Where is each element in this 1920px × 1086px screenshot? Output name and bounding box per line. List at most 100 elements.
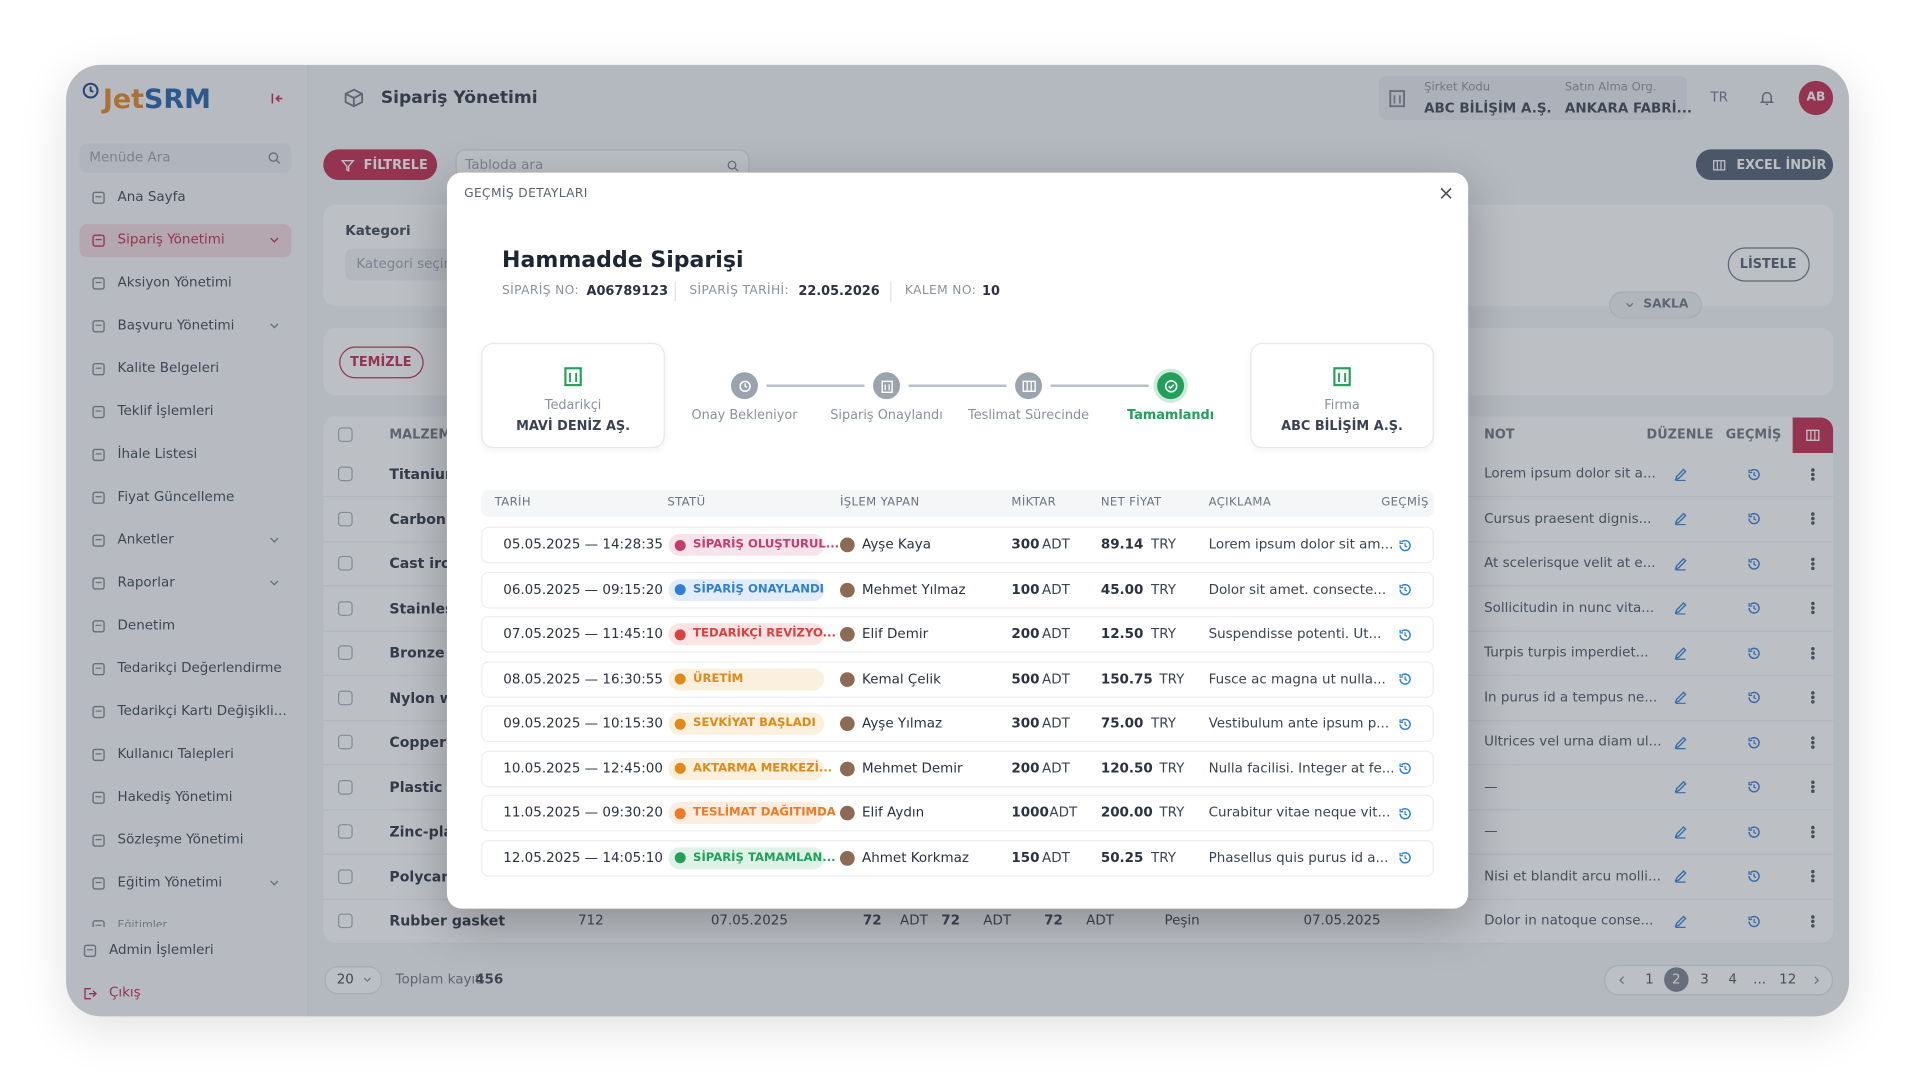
note-cell: Cursus praesent dignis... <box>1484 510 1652 526</box>
status-pill <box>668 802 825 825</box>
modal-heading: Hammadde Siparişi <box>502 247 744 274</box>
search-icon <box>268 152 281 164</box>
history-price: 75.00 <box>1100 715 1144 732</box>
avatar-initials[interactable]: AB <box>1806 90 1826 105</box>
edit-button <box>1673 914 1686 928</box>
history-qty: 100 <box>1011 581 1040 597</box>
step-circle <box>873 372 901 400</box>
row-checkbox[interactable] <box>337 645 353 661</box>
history-date: 10.05.2025 — 12:45:00 <box>503 759 663 776</box>
row-checkbox[interactable] <box>337 868 353 884</box>
history-col-header: TARİH <box>494 495 531 510</box>
row-checkbox[interactable] <box>337 824 353 839</box>
admin-icon <box>83 944 96 957</box>
history-user: Ayşe Yılmaz <box>862 715 943 732</box>
menu-item[interactable]: Eğitim Yönetimi <box>117 874 223 891</box>
history-date: 12.05.2025 — 14:05:10 <box>503 849 663 866</box>
menu-item[interactable]: Kullanıcı Talepleri <box>117 745 234 762</box>
page-button[interactable]: 2 <box>1672 971 1681 987</box>
note-cell: — <box>1484 822 1498 839</box>
row-checkbox[interactable] <box>337 466 353 482</box>
list-button[interactable] <box>1727 247 1810 282</box>
page-button[interactable]: 12 <box>1779 971 1797 987</box>
menu-icon <box>91 748 105 761</box>
page-button[interactable]: 4 <box>1728 971 1737 987</box>
menu-item[interactable]: Eğitimler <box>117 919 168 927</box>
history-row <box>481 615 1434 653</box>
column-toggle[interactable] <box>1792 417 1834 454</box>
edit-button <box>1673 601 1686 615</box>
company-label: Firma <box>1324 397 1360 413</box>
row-cell: Peşin <box>1164 912 1200 929</box>
history-date: 09.05.2025 — 10:15:30 <box>503 715 663 732</box>
page-button[interactable]: ... <box>1753 971 1767 987</box>
menu-icon <box>91 405 105 418</box>
hide-button[interactable] <box>1608 291 1703 319</box>
language[interactable]: TR <box>1710 89 1728 106</box>
history-unit: ADT <box>1042 625 1070 642</box>
history-detail-button <box>1398 539 1411 551</box>
menu-icon <box>91 319 105 332</box>
page-size-select[interactable] <box>324 966 383 995</box>
menu-item[interactable]: Hakediş Yönetimi <box>117 788 233 805</box>
menu-item[interactable]: Fiyat Güncelleme <box>117 488 235 505</box>
admin-menu[interactable]: Admin İşlemleri <box>108 941 214 958</box>
clear-button[interactable] <box>339 346 424 379</box>
menu-item[interactable]: Anketler <box>117 531 174 548</box>
filter-button[interactable] <box>323 149 438 181</box>
menu-item[interactable]: Teklif İşlemleri <box>117 402 214 419</box>
row-cell: 72 <box>862 912 882 929</box>
logout-menu[interactable]: Çıkış <box>108 984 141 1001</box>
menu-item[interactable]: Aksiyon Yönetimi <box>117 274 232 291</box>
row-checkbox[interactable] <box>337 511 353 526</box>
status-dot <box>674 673 686 685</box>
history-user: Elif Aydın <box>862 804 925 821</box>
table-search-icon <box>726 160 738 171</box>
note-cell: Turpis turpis imperdiet... <box>1484 644 1649 661</box>
row-checkbox[interactable] <box>337 690 353 705</box>
logo-jet: Jet <box>102 84 145 116</box>
edit-button <box>1673 512 1686 526</box>
excel-button[interactable] <box>1695 149 1834 181</box>
header-checkbox[interactable] <box>337 427 353 443</box>
status-pill <box>668 578 825 601</box>
menu-item[interactable]: Ana Sayfa <box>117 188 186 205</box>
modal-close[interactable]: × <box>1437 181 1455 205</box>
company-icon <box>1333 367 1351 387</box>
row-checkbox[interactable] <box>337 779 353 795</box>
page-button[interactable]: 3 <box>1700 971 1709 987</box>
menu-item[interactable]: Tedarikçi Kartı Değişikli... <box>117 702 287 719</box>
history-note: Fusce ac magna ut nulla... <box>1208 670 1386 687</box>
row-checkbox[interactable] <box>337 913 353 929</box>
row-checkbox[interactable] <box>337 600 353 616</box>
menu-icon <box>91 833 105 847</box>
menu-item[interactable]: İhale Listesi <box>117 445 198 462</box>
menu-item[interactable]: Denetim <box>117 617 176 634</box>
meta-value: 10 <box>982 284 1000 299</box>
row-checkbox[interactable] <box>337 734 353 750</box>
menu-icon <box>91 576 105 590</box>
supplier-icon <box>564 367 582 387</box>
menu-item[interactable]: Sözleşme Yönetimi <box>117 831 244 848</box>
history-button <box>1747 512 1760 525</box>
history-date: 05.05.2025 — 14:28:35 <box>503 536 663 553</box>
user-avatar <box>840 537 855 553</box>
status-text: AKTARMA MERKEZİ... <box>693 761 833 775</box>
history-detail-button <box>1398 762 1411 775</box>
logo-srm: SRM <box>144 84 211 116</box>
history-unit: ADT <box>1049 804 1078 821</box>
row-checkbox[interactable] <box>337 555 353 571</box>
menu-item[interactable]: Raporlar <box>117 574 175 591</box>
history-user: Kemal Çelik <box>862 670 941 687</box>
history-price: 120.50 <box>1100 759 1153 776</box>
menu-item[interactable]: Başvuru Yönetimi <box>117 317 235 334</box>
menu-item[interactable]: Sipariş Yönetimi <box>117 231 225 248</box>
excel-label: EXCEL İNDİR <box>1736 157 1827 173</box>
status-text: SİPARİŞ ONAYLANDI <box>693 582 825 596</box>
meta-label: SİPARİŞ TARİHİ: <box>689 284 790 298</box>
history-price: 50.25 <box>1100 849 1144 866</box>
menu-item[interactable]: Tedarikçi Değerlendirme <box>117 660 282 676</box>
menu-item[interactable]: Kalite Belgeleri <box>117 360 220 376</box>
page-button[interactable]: 1 <box>1645 971 1654 987</box>
